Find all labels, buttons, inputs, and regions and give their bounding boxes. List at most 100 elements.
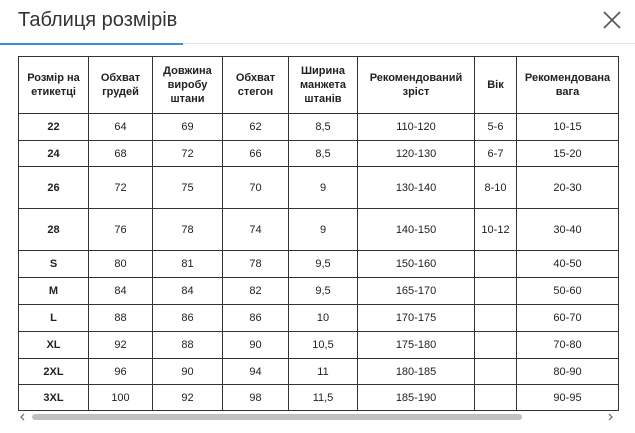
table-cell: 76 (88, 208, 153, 251)
size-label-cell: 2XL (18, 358, 89, 385)
table-cell: 92 (152, 384, 223, 411)
table-cell: 78 (152, 208, 223, 251)
table-cell: 9 (288, 166, 358, 209)
table-cell: 70 (222, 166, 289, 209)
table-cell: 78 (222, 250, 289, 278)
table-cell: 110-120 (357, 113, 475, 141)
table-cell: 72 (152, 140, 223, 167)
close-button[interactable] (598, 6, 626, 34)
table-cell: 88 (88, 304, 153, 332)
column-header: Вік (474, 56, 517, 114)
table-cell: 165-170 (357, 277, 475, 305)
table-cell: 6-7 (474, 140, 517, 167)
table-row: M 84 84 82 9,5 165-170 50-60 (18, 277, 619, 305)
table-cell: 40-50 (516, 250, 619, 278)
table-cell: 90 (222, 331, 289, 359)
table-cell: 50-60 (516, 277, 619, 305)
column-header: Рекомендований зріст (357, 56, 475, 114)
table-cell: 86 (222, 304, 289, 332)
table-cell (474, 358, 517, 385)
table-cell: 150-160 (357, 250, 475, 278)
table-row: 2XL 96 90 94 11 180-185 80-90 (18, 358, 619, 385)
table-cell: 66 (222, 140, 289, 167)
table-cell: 96 (88, 358, 153, 385)
table-cell: 10-12 (474, 208, 517, 251)
table-cell: 170-175 (357, 304, 475, 332)
table-cell: 84 (152, 277, 223, 305)
column-header: Розмір на етикетці (18, 56, 89, 114)
table-cell: 92 (88, 331, 153, 359)
size-label-cell: 24 (18, 140, 89, 167)
size-label-cell: M (18, 277, 89, 305)
size-label-cell: S (18, 250, 89, 278)
table-cell (474, 384, 517, 411)
table-cell: 10,5 (288, 331, 358, 359)
table-cell: 120-130 (357, 140, 475, 167)
table-cell: 10 (288, 304, 358, 332)
table-cell: 180-185 (357, 358, 475, 385)
table-cell: 175-180 (357, 331, 475, 359)
table-cell: 81 (152, 250, 223, 278)
table-cell: 74 (222, 208, 289, 251)
table-cell (474, 304, 517, 332)
table-cell: 11,5 (288, 384, 358, 411)
table-cell: 64 (88, 113, 153, 141)
table-cell: 140-150 (357, 208, 475, 251)
table-cell: 11 (288, 358, 358, 385)
table-cell: 90 (152, 358, 223, 385)
table-cell: 185-190 (357, 384, 475, 411)
table-cell: 82 (222, 277, 289, 305)
table-cell: 8,5 (288, 140, 358, 167)
table-cell: 72 (88, 166, 153, 209)
table-row: XL 92 88 90 10,5 175-180 70-80 (18, 331, 619, 359)
size-label-cell: XL (18, 331, 89, 359)
table-cell: 80-90 (516, 358, 619, 385)
table-cell (474, 250, 517, 278)
table-cell: 10-15 (516, 113, 619, 141)
table-row: S 80 81 78 9,5 150-160 40-50 (18, 250, 619, 278)
column-header: Ширина манжета штанів (288, 56, 358, 114)
table-cell: 84 (88, 277, 153, 305)
horizontal-scrollbar[interactable] (18, 411, 618, 423)
table-cell: 20-30 (516, 166, 619, 209)
table-cell: 8-10 (474, 166, 517, 209)
table-cell: 60-70 (516, 304, 619, 332)
table-row: 22 64 69 62 8,5 110-120 5-6 10-15 (18, 113, 619, 141)
table-cell: 9,5 (288, 277, 358, 305)
table-cell: 90-95 (516, 384, 619, 411)
column-header: Довжина виробу штани (152, 56, 223, 114)
table-cell: 94 (222, 358, 289, 385)
table-cell: 68 (88, 140, 153, 167)
table-cell: 70-80 (516, 331, 619, 359)
table-cell: 69 (152, 113, 223, 141)
table-cell (474, 277, 517, 305)
divider (0, 43, 635, 44)
table-row: 24 68 72 66 8,5 120-130 6-7 15-20 (18, 140, 619, 167)
column-header: Рекомендована вага (516, 56, 619, 114)
column-header: Обхват стегон (222, 56, 289, 114)
column-header: Обхват грудей (88, 56, 153, 114)
table-cell: 9,5 (288, 250, 358, 278)
table-cell: 9 (288, 208, 358, 251)
table-cell: 62 (222, 113, 289, 141)
size-table: Розмір на етикетці Обхват грудей Довжина в… (18, 56, 619, 411)
table-row: 26 72 75 70 9 130-140 8-10 20-30 (18, 166, 619, 209)
table-row: L 88 86 86 10 170-175 60-70 (18, 304, 619, 332)
table-cell: 80 (88, 250, 153, 278)
table-cell: 100 (88, 384, 153, 411)
size-label-cell: 3XL (18, 384, 89, 411)
header-row: Розмір на етикетці Обхват грудей Довжина в… (18, 56, 619, 114)
table-cell: 15-20 (516, 140, 619, 167)
table-cell: 5-6 (474, 113, 517, 141)
table-row: 3XL 100 92 98 11,5 185-190 90-95 (18, 384, 619, 411)
table-cell: 30-40 (516, 208, 619, 251)
table-row: 28 76 78 74 9 140-150 10-12 30-40 (18, 208, 619, 251)
size-label-cell: 26 (18, 166, 89, 209)
table-cell: 8,5 (288, 113, 358, 141)
table-cell: 86 (152, 304, 223, 332)
dialog-title: Таблиця розмірів (18, 9, 178, 31)
table-cell: 130-140 (357, 166, 475, 209)
size-label-cell: L (18, 304, 89, 332)
size-label-cell: 22 (18, 113, 89, 141)
